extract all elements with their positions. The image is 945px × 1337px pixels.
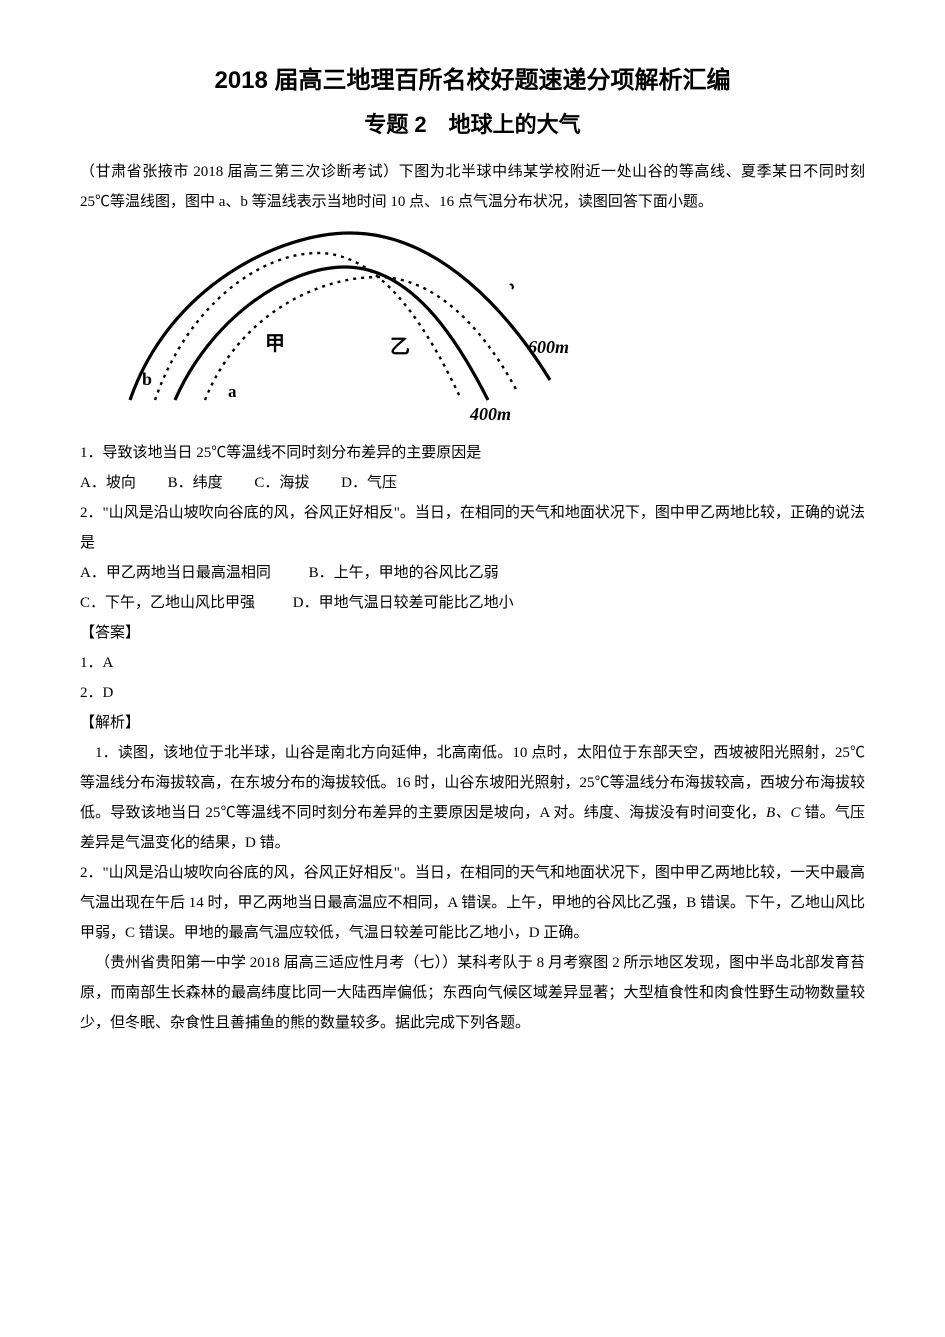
isotherm-b [205, 277, 518, 400]
contour-diagram: b a 甲 乙 600m 400m [110, 225, 865, 430]
analysis-2: 2．"山风是沿山坡吹向谷底的风，谷风正好相反"。当日，在相同的天气和地面状况下，… [80, 858, 865, 948]
analysis-1-part1: 1．读图，该地位于北半球，山谷是南北方向延伸，北高南低。10 点时，太阳位于东部… [80, 745, 865, 821]
q1-opt-d: D．气压 [341, 468, 397, 498]
heading-main: 2018 届高三地理百所名校好题速递分项解析汇编 [80, 60, 865, 95]
analysis-1: 1．读图，该地位于北半球，山谷是南北方向延伸，北高南低。10 点时，太阳位于东部… [80, 738, 865, 858]
q2-opt-d: D．甲地气温日较差可能比乙地小 [293, 588, 514, 618]
label-600m: 600m [528, 337, 569, 357]
isotherm-a [155, 253, 460, 400]
q2-options-line1: A．甲乙两地当日最高温相同 B．上午，甲地的谷风比乙弱 [80, 558, 865, 588]
answer-1: 1．A [80, 648, 865, 678]
q1-stem: 1．导致该地当日 25℃等温线不同时刻分布差异的主要原因是 [80, 438, 865, 468]
contour-600 [130, 233, 550, 400]
q2-opt-b: B．上午，甲地的谷风比乙弱 [309, 558, 499, 588]
label-jia: 甲 [265, 333, 285, 355]
q2-opt-a: A．甲乙两地当日最高温相同 [80, 558, 271, 588]
intro-paragraph: （甘肃省张掖市 2018 届高三第三次诊断考试）下图为北半球中纬某学校附近一处山… [80, 157, 865, 217]
q2-options-line2: C．下午，乙地山风比甲强 D．甲地气温日较差可能比乙地小 [80, 588, 865, 618]
q1-opt-b: B．纬度 [168, 468, 223, 498]
label-a: a [228, 382, 237, 401]
heading-sub: 专题 2 地球上的大气 [80, 107, 865, 139]
label-b: b [142, 369, 152, 389]
next-intro: （贵州省贵阳第一中学 2018 届高三适应性月考（七））某科考队于 8 月考察图… [80, 948, 865, 1038]
contour-400 [175, 267, 488, 400]
label-yi: 乙 [390, 336, 410, 358]
q1-opt-c: C．海拔 [254, 468, 309, 498]
analysis-1-bc: B、C [766, 805, 801, 821]
q1-options: A．坡向 B．纬度 C．海拔 D．气压 [80, 468, 865, 498]
answer-label: 【答案】 [80, 618, 865, 648]
q1-opt-a: A．坡向 [80, 468, 136, 498]
answer-2: 2．D [80, 678, 865, 708]
analysis-label: 【解析】 [80, 708, 865, 738]
label-400m: 400m [469, 404, 511, 424]
q2-opt-c: C．下午，乙地山风比甲强 [80, 588, 255, 618]
stray-mark [510, 284, 513, 289]
q2-stem: 2．"山风是沿山坡吹向谷底的风，谷风正好相反"。当日，在相同的天气和地面状况下，… [80, 498, 865, 558]
